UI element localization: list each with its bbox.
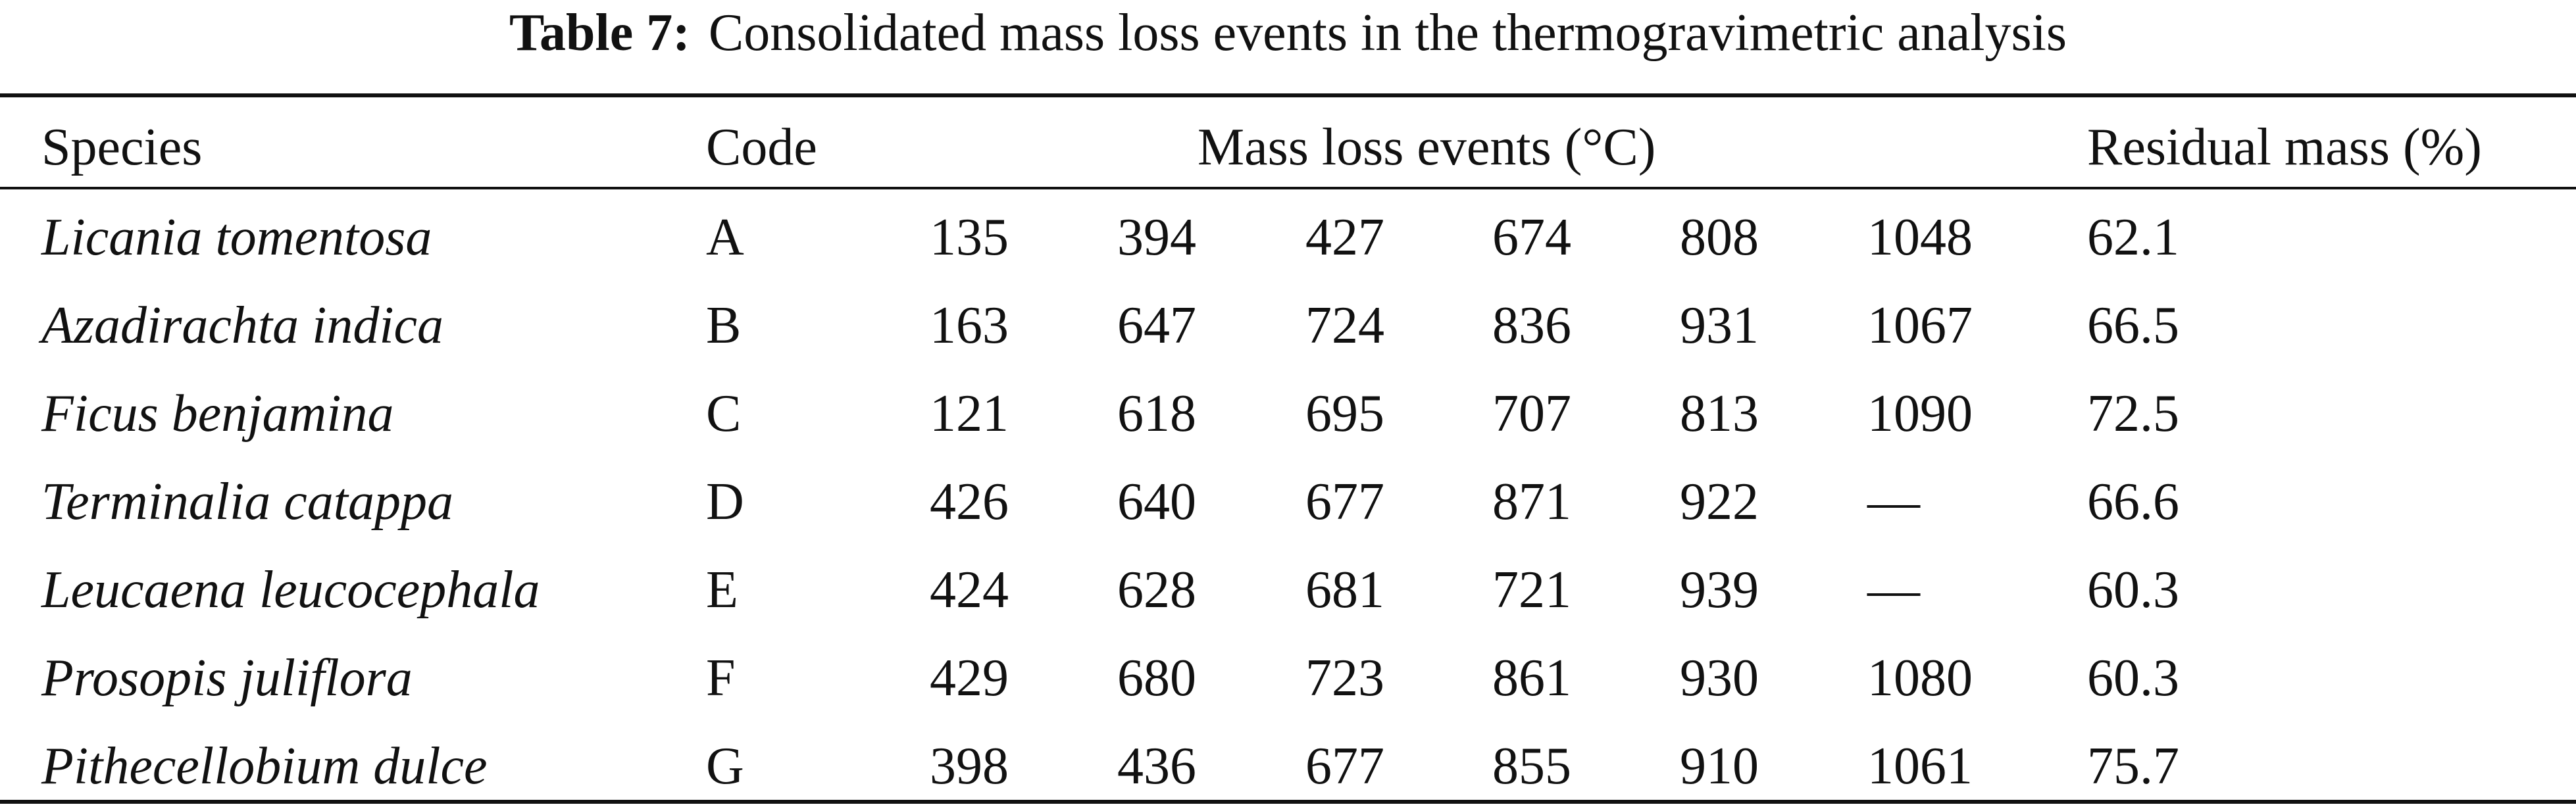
cell-species: Ficus benjamina	[41, 385, 394, 443]
table-row: Pithecellobium dulce G 398 436 677 855 9…	[0, 722, 2576, 810]
cell-event-2: 680	[1117, 649, 1196, 707]
table-row: Ficus benjamina C 121 618 695 707 813 10…	[0, 370, 2576, 458]
cell-event-3: 723	[1305, 649, 1384, 707]
cell-code: G	[706, 737, 744, 795]
cell-code: C	[706, 385, 742, 443]
cell-event-6: 1067	[1867, 297, 1973, 355]
cell-event-3: 695	[1305, 385, 1384, 443]
cell-residual-mass: 62.1	[2087, 209, 2179, 266]
cell-event-1: 426	[930, 473, 1009, 531]
table-top-rule	[0, 93, 2576, 97]
cell-event-5: 910	[1680, 737, 1759, 795]
cell-event-1: 398	[930, 737, 1009, 795]
cell-event-1: 163	[930, 297, 1009, 355]
table-caption-label: Table 7:	[509, 4, 690, 62]
cell-residual-mass: 72.5	[2087, 385, 2179, 443]
cell-residual-mass: 66.5	[2087, 297, 2179, 355]
cell-residual-mass: 60.3	[2087, 649, 2179, 707]
cell-event-5: 931	[1680, 297, 1759, 355]
cell-event-4: 836	[1492, 297, 1571, 355]
table-row: Leucaena leucocephala E 424 628 681 721 …	[0, 546, 2576, 634]
cell-event-1: 429	[930, 649, 1009, 707]
cell-event-2: 647	[1117, 297, 1196, 355]
cell-residual-mass: 75.7	[2087, 737, 2179, 795]
cell-event-4: 861	[1492, 649, 1571, 707]
table-header-row: Species Code Mass loss events (°C) Resid…	[0, 103, 2576, 191]
cell-code: A	[706, 209, 744, 266]
cell-event-6: 1048	[1867, 209, 1973, 266]
cell-species: Leucaena leucocephala	[41, 561, 540, 619]
table-header-rule	[0, 187, 2576, 189]
cell-event-6: 1090	[1867, 385, 1973, 443]
table-bottom-rule	[0, 800, 2576, 804]
cell-residual-mass: 66.6	[2087, 473, 2179, 531]
cell-event-4: 871	[1492, 473, 1571, 531]
cell-event-2: 640	[1117, 473, 1196, 531]
cell-event-1: 135	[930, 209, 1009, 266]
table-row: Terminalia catappa D 426 640 677 871 922…	[0, 458, 2576, 546]
cell-species: Pithecellobium dulce	[41, 737, 488, 795]
table-caption: Table 7: Consolidated mass loss events in…	[0, 0, 2576, 72]
cell-event-4: 674	[1492, 209, 1571, 266]
cell-event-2: 436	[1117, 737, 1196, 795]
header-residual-mass: Residual mass (%)	[2087, 118, 2482, 176]
table-caption-text: Consolidated mass loss events in the the…	[708, 4, 2067, 62]
cell-event-3: 427	[1305, 209, 1384, 266]
cell-event-5: 808	[1680, 209, 1759, 266]
cell-event-3: 677	[1305, 473, 1384, 531]
cell-event-5: 930	[1680, 649, 1759, 707]
cell-event-6: 1061	[1867, 737, 1973, 795]
cell-species: Azadirachta indica	[41, 297, 444, 355]
cell-event-5: 813	[1680, 385, 1759, 443]
cell-event-2: 394	[1117, 209, 1196, 266]
cell-code: D	[706, 473, 744, 531]
cell-event-4: 707	[1492, 385, 1571, 443]
cell-event-4: 721	[1492, 561, 1571, 619]
cell-event-6: —	[1867, 473, 1920, 531]
table-row: Prosopis juliflora F 429 680 723 861 930…	[0, 634, 2576, 722]
header-code: Code	[706, 118, 817, 176]
header-species: Species	[41, 118, 203, 176]
cell-code: F	[706, 649, 736, 707]
cell-species: Terminalia catappa	[41, 473, 453, 531]
cell-event-6: 1080	[1867, 649, 1973, 707]
table-row: Licania tomentosa A 135 394 427 674 808 …	[0, 193, 2576, 282]
table-row: Azadirachta indica B 163 647 724 836 931…	[0, 282, 2576, 370]
cell-species: Licania tomentosa	[41, 209, 432, 266]
cell-event-5: 939	[1680, 561, 1759, 619]
cell-code: B	[706, 297, 742, 355]
cell-event-1: 121	[930, 385, 1009, 443]
cell-event-2: 618	[1117, 385, 1196, 443]
header-mass-loss-events: Mass loss events (°C)	[1198, 118, 1656, 176]
cell-event-4: 855	[1492, 737, 1571, 795]
cell-event-3: 681	[1305, 561, 1384, 619]
cell-event-2: 628	[1117, 561, 1196, 619]
cell-event-5: 922	[1680, 473, 1759, 531]
cell-event-1: 424	[930, 561, 1009, 619]
cell-species: Prosopis juliflora	[41, 649, 413, 707]
cell-event-3: 677	[1305, 737, 1384, 795]
cell-event-6: —	[1867, 561, 1920, 619]
cell-residual-mass: 60.3	[2087, 561, 2179, 619]
cell-code: E	[706, 561, 738, 619]
cell-event-3: 724	[1305, 297, 1384, 355]
